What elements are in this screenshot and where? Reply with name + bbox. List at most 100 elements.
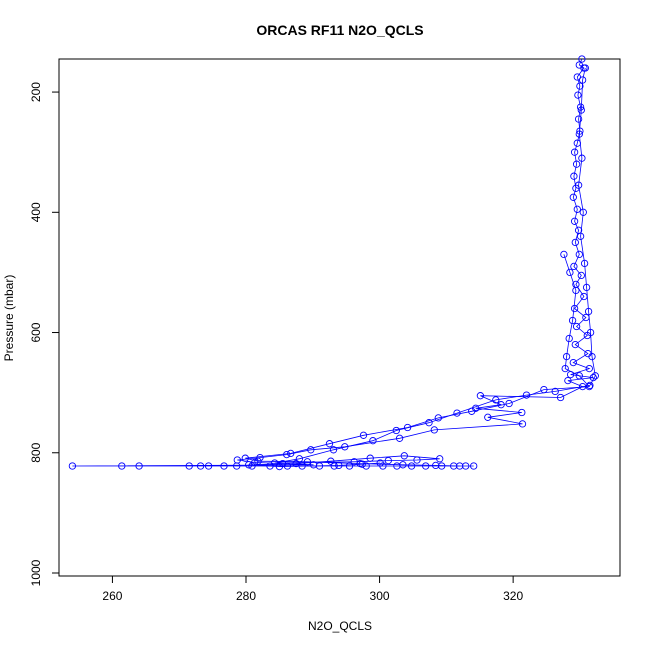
data-point — [453, 409, 461, 417]
data-point — [564, 376, 572, 385]
data-point — [551, 387, 559, 396]
data-point — [366, 454, 374, 462]
data-point — [574, 115, 583, 123]
data-point — [196, 462, 205, 470]
data-point — [307, 446, 315, 454]
data-point — [369, 437, 377, 445]
data-point — [577, 271, 585, 280]
data-point — [392, 426, 400, 435]
data-point — [576, 103, 585, 111]
data-point — [562, 352, 571, 361]
data-point — [303, 458, 312, 466]
data-point — [505, 399, 513, 408]
data-point — [413, 456, 421, 464]
data-point — [271, 459, 279, 467]
data-point — [345, 462, 354, 470]
series-line-2 — [248, 67, 596, 468]
data-point — [468, 407, 476, 415]
data-point — [571, 238, 579, 247]
data-point — [254, 457, 262, 465]
data-point — [570, 172, 578, 180]
data-point — [572, 160, 581, 168]
data-point — [492, 396, 500, 404]
data-point — [399, 461, 407, 469]
data-point — [570, 217, 579, 225]
data-point — [233, 462, 241, 470]
data-point — [359, 431, 368, 439]
x-axis-label: N2O_QCLS — [308, 619, 372, 633]
data-point — [68, 462, 77, 470]
data-point — [582, 283, 591, 292]
data-point — [456, 462, 464, 470]
data-point — [384, 456, 392, 465]
data-point — [569, 193, 577, 201]
data-point — [573, 205, 581, 213]
data-point — [376, 459, 384, 467]
data-point — [581, 64, 589, 72]
data-point — [292, 459, 300, 468]
data-point — [589, 373, 597, 382]
x-axis: 260 280 300 320 — [102, 576, 523, 603]
data-point — [248, 462, 256, 470]
y-axis-label: Pressure (mbar) — [2, 275, 16, 362]
data-point — [569, 358, 577, 367]
series-layer — [68, 55, 599, 471]
data-point — [484, 413, 492, 421]
data-point — [407, 462, 416, 470]
data-point — [430, 426, 438, 434]
y-tick-label: 200 — [29, 82, 43, 102]
data-point — [470, 462, 478, 470]
data-point — [561, 364, 569, 373]
x-tick-label: 320 — [503, 589, 523, 603]
series-line-1 — [72, 58, 594, 467]
data-point — [220, 462, 228, 470]
data-point — [356, 459, 364, 468]
data-point — [578, 76, 587, 84]
y-tick-label: 400 — [29, 202, 43, 222]
data-point — [575, 250, 583, 259]
data-point — [576, 82, 584, 90]
data-point — [586, 328, 595, 337]
data-point — [556, 393, 565, 402]
data-point — [588, 352, 596, 361]
data-point — [568, 316, 577, 325]
data-point — [256, 453, 264, 462]
data-point — [327, 457, 335, 465]
data-point — [118, 462, 126, 470]
data-point — [566, 268, 574, 277]
data-point — [585, 364, 593, 373]
data-point — [185, 462, 193, 470]
chart-title: ORCAS RF11 N2O_QCLS — [256, 22, 423, 38]
data-point — [575, 372, 583, 380]
data-point — [578, 55, 586, 63]
data-point — [540, 385, 548, 394]
data-point — [518, 420, 527, 428]
x-tick-label: 260 — [102, 589, 122, 603]
data-point — [362, 462, 370, 470]
data-point — [275, 462, 284, 471]
data-point — [518, 408, 526, 417]
data-point — [241, 454, 249, 462]
data-point — [287, 449, 295, 458]
data-point — [572, 286, 580, 295]
data-point — [476, 392, 485, 400]
data-point — [335, 461, 343, 470]
data-point — [570, 148, 579, 156]
data-point — [591, 372, 599, 380]
data-point — [395, 434, 404, 442]
data-point — [584, 307, 593, 316]
data-point — [245, 461, 253, 469]
data-point — [565, 334, 573, 343]
data-point — [425, 419, 433, 427]
data-point — [575, 130, 583, 138]
y-tick-label: 800 — [29, 442, 43, 462]
data-point — [570, 262, 578, 271]
plot-area-frame — [58, 58, 621, 577]
data-point — [576, 232, 585, 240]
data-point — [573, 73, 581, 81]
data-point — [436, 455, 444, 463]
data-point — [434, 414, 442, 422]
data-point — [135, 462, 143, 470]
data-point — [571, 340, 579, 349]
data-point — [560, 250, 568, 259]
